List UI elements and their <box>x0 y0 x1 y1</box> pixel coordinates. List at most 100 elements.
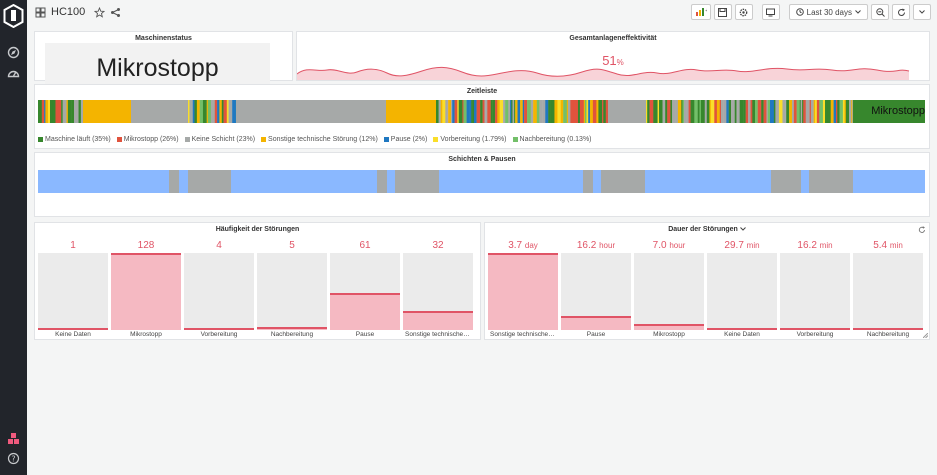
schichten-panel: Schichten & Pausen <box>34 152 930 217</box>
panel-title[interactable]: Zeitleiste <box>466 88 498 95</box>
legend-item[interactable]: Mikrostopp (26%) <box>116 136 179 143</box>
stat-card[interactable]: 16.2 min Vorbereitung <box>780 239 850 341</box>
state-timeline[interactable] <box>38 100 925 123</box>
panel-title[interactable]: Dauer der Störungen <box>485 226 929 233</box>
oee-sparkline <box>297 66 910 80</box>
stat-label: Keine Daten <box>724 331 760 338</box>
chevron-down-icon <box>739 227 746 231</box>
stat-number: 16.2 <box>797 240 817 251</box>
stat-card[interactable]: 7.0 hour Mikrostopp <box>634 239 704 341</box>
help-icon[interactable]: ? <box>7 452 20 465</box>
legend-item[interactable]: Vorbereitung (1.79%) <box>433 136 507 143</box>
panel-title[interactable]: Schichten & Pausen <box>448 156 516 163</box>
legend-label: Pause (2%) <box>390 136 428 143</box>
zoom-out-icon <box>875 7 885 17</box>
legend-label: Vorbereitung (1.79%) <box>440 136 507 143</box>
settings-button[interactable] <box>734 4 753 20</box>
legend-item[interactable]: Sonstige technische Störung (12%) <box>261 136 378 143</box>
stat-label: Mikrostopp <box>653 331 685 338</box>
stat-bar-fill <box>403 310 473 330</box>
svg-text:+: + <box>705 8 707 14</box>
stat-label: Keine Daten <box>55 331 91 338</box>
stat-bar-background <box>707 253 777 330</box>
add-panel-button[interactable]: + <box>690 4 711 20</box>
shift-timeline[interactable] <box>38 170 925 193</box>
stat-bar-background <box>111 253 181 330</box>
stat-card[interactable]: 4 Vorbereitung <box>184 239 254 341</box>
stat-card[interactable]: 32 Sonstige technische S... <box>403 239 473 341</box>
monitor-icon <box>766 8 776 16</box>
legend-label: Mikrostopp (26%) <box>123 136 179 143</box>
time-range-picker[interactable]: Last 30 days <box>788 4 868 20</box>
dashboard-icon[interactable] <box>7 67 20 80</box>
chevron-down-icon <box>855 10 861 14</box>
svg-text:?: ? <box>11 455 15 464</box>
panel-title[interactable]: Gesamtanlageneffektivität <box>569 35 657 42</box>
stat-number: 128 <box>137 240 155 251</box>
legend-item[interactable]: Pause (2%) <box>383 136 428 143</box>
zoom-out-button[interactable] <box>871 4 889 20</box>
explore-icon[interactable] <box>7 46 20 59</box>
save-icon <box>718 7 728 17</box>
stat-bar-fill <box>780 328 850 330</box>
stat-card[interactable]: 61 Pause <box>330 239 400 341</box>
stat-card[interactable]: 29.7 min Keine Daten <box>707 239 777 341</box>
star-icon[interactable] <box>94 6 106 18</box>
refresh-button[interactable] <box>892 4 910 20</box>
stat-bar-background <box>853 253 923 330</box>
save-button[interactable] <box>713 4 732 20</box>
stat-value: 16.2 min <box>780 239 850 253</box>
resize-handle-icon[interactable] <box>923 333 928 338</box>
stat-bar-fill <box>257 326 327 330</box>
stat-label: Vorbereitung <box>796 331 834 338</box>
stat-bar-background <box>780 253 850 330</box>
frequency-stats: 1 Keine Daten 128 Mikrostopp 4 Vorbereitung 5 N… <box>38 239 473 341</box>
stat-card[interactable]: 128 Mikrostopp <box>111 239 181 341</box>
stat-number: 7.0 <box>652 240 667 251</box>
stat-bar-background <box>403 253 473 330</box>
stat-bar-fill <box>111 253 181 330</box>
stat-card[interactable]: 16.2 hour Pause <box>561 239 631 341</box>
stat-value: 4 <box>184 239 254 253</box>
legend-item[interactable]: Nachbereitung (0.13%) <box>512 136 592 143</box>
panel-title[interactable]: Maschinenstatus <box>135 35 192 42</box>
stat-label: Sonstige technische S... <box>405 331 473 338</box>
oee-number: 51 <box>602 53 617 68</box>
legend-swatch <box>383 137 389 142</box>
refresh-icon <box>897 8 905 16</box>
stat-card[interactable]: 5.4 min Nachbereitung <box>853 239 923 341</box>
stat-value: 1 <box>38 239 108 253</box>
stat-unit: day <box>524 241 538 250</box>
share-icon[interactable] <box>110 7 121 18</box>
brand-logo-icon[interactable] <box>3 4 24 28</box>
stat-number: 61 <box>359 240 371 251</box>
legend-swatch <box>116 137 122 142</box>
plugin-icon[interactable] <box>7 432 20 445</box>
stat-bar-background <box>330 253 400 330</box>
stat-label: Pause <box>355 331 375 338</box>
stat-value: 3.7 day <box>488 239 558 253</box>
refresh-interval-button[interactable] <box>913 4 931 20</box>
panel-title[interactable]: Häufigkeit der Störungen <box>215 226 300 233</box>
stat-value: 5.4 min <box>853 239 923 253</box>
legend-item[interactable]: Maschine läuft (35%) <box>38 136 111 143</box>
stat-card[interactable]: 1 Keine Daten <box>38 239 108 341</box>
legend-swatch <box>433 137 439 142</box>
stat-bar-fill <box>707 328 777 330</box>
chevron-down-icon <box>919 10 925 14</box>
stat-card[interactable]: 3.7 day Sonstige technische S... <box>488 239 558 341</box>
legend-item[interactable]: Keine Schicht (23%) <box>184 136 255 143</box>
dauer-panel: Dauer der Störungen 3.7 day Sonstige tech… <box>484 222 930 340</box>
legend-label: Sonstige technische Störung (12%) <box>268 136 378 143</box>
stat-value: 61 <box>330 239 400 253</box>
panel-refresh-icon[interactable] <box>918 226 926 234</box>
dashboard-title[interactable]: HC100 <box>51 6 86 18</box>
stat-value: 5 <box>257 239 327 253</box>
stat-number: 1 <box>70 240 76 251</box>
dashboards-grid-icon[interactable] <box>35 7 46 18</box>
stat-value: 16.2 hour <box>561 239 631 253</box>
stat-card[interactable]: 5 Nachbereitung <box>257 239 327 341</box>
stat-bar-fill <box>488 253 558 330</box>
stat-bar-background <box>561 253 631 330</box>
tv-mode-button[interactable] <box>761 4 780 20</box>
